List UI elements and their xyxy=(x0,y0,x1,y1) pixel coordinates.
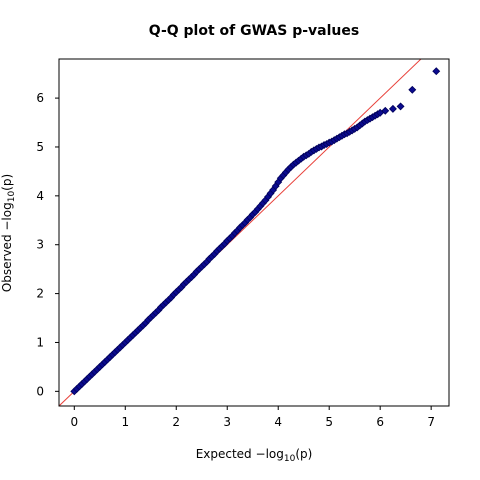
y-axis-label-base: 10 xyxy=(7,191,17,203)
x-tick-label: 0 xyxy=(70,415,78,429)
x-axis-label: Expected −log10(p) xyxy=(196,447,313,464)
data-point xyxy=(388,104,397,113)
x-axis-label-log: log xyxy=(266,447,284,461)
y-axis-label-prefix: Observed xyxy=(0,231,14,293)
x-tick-label: 6 xyxy=(376,415,384,429)
x-axis-label-base: 10 xyxy=(284,454,296,464)
x-tick-label: 3 xyxy=(223,415,231,429)
x-axis-label-minus: − xyxy=(256,447,266,461)
data-point xyxy=(396,102,405,111)
x-tick-label: 5 xyxy=(325,415,333,429)
y-axis: 0 1 2 3 4 5 6 xyxy=(36,91,59,398)
y-tick-label: 3 xyxy=(36,238,44,252)
y-axis-label-minus: − xyxy=(0,221,14,231)
x-tick-label: 4 xyxy=(274,415,282,429)
y-axis-label: Observed −log10(p) xyxy=(0,174,17,292)
x-axis-label-prefix: Expected xyxy=(196,447,256,461)
y-tick-label: 1 xyxy=(36,335,44,349)
data-point xyxy=(381,106,390,115)
y-tick-label: 6 xyxy=(36,91,44,105)
y-tick-label: 2 xyxy=(36,287,44,301)
x-tick-label: 2 xyxy=(172,415,180,429)
data-point xyxy=(408,85,417,94)
y-axis-label-arg: (p) xyxy=(0,174,14,191)
x-axis-label-arg: (p) xyxy=(295,447,312,461)
data-point xyxy=(432,67,441,76)
x-tick-label: 1 xyxy=(121,415,129,429)
x-tick-label: 7 xyxy=(427,415,435,429)
x-axis: 0 1 2 3 4 5 6 7 xyxy=(70,406,435,429)
chart-title: Q-Q plot of GWAS p-values xyxy=(149,23,359,39)
y-axis-label-log: log xyxy=(0,202,14,220)
y-tick-label: 0 xyxy=(36,384,44,398)
y-tick-label: 5 xyxy=(36,140,44,154)
plot-frame xyxy=(58,58,450,407)
data-points xyxy=(70,67,441,396)
y-tick-label: 4 xyxy=(36,189,44,203)
